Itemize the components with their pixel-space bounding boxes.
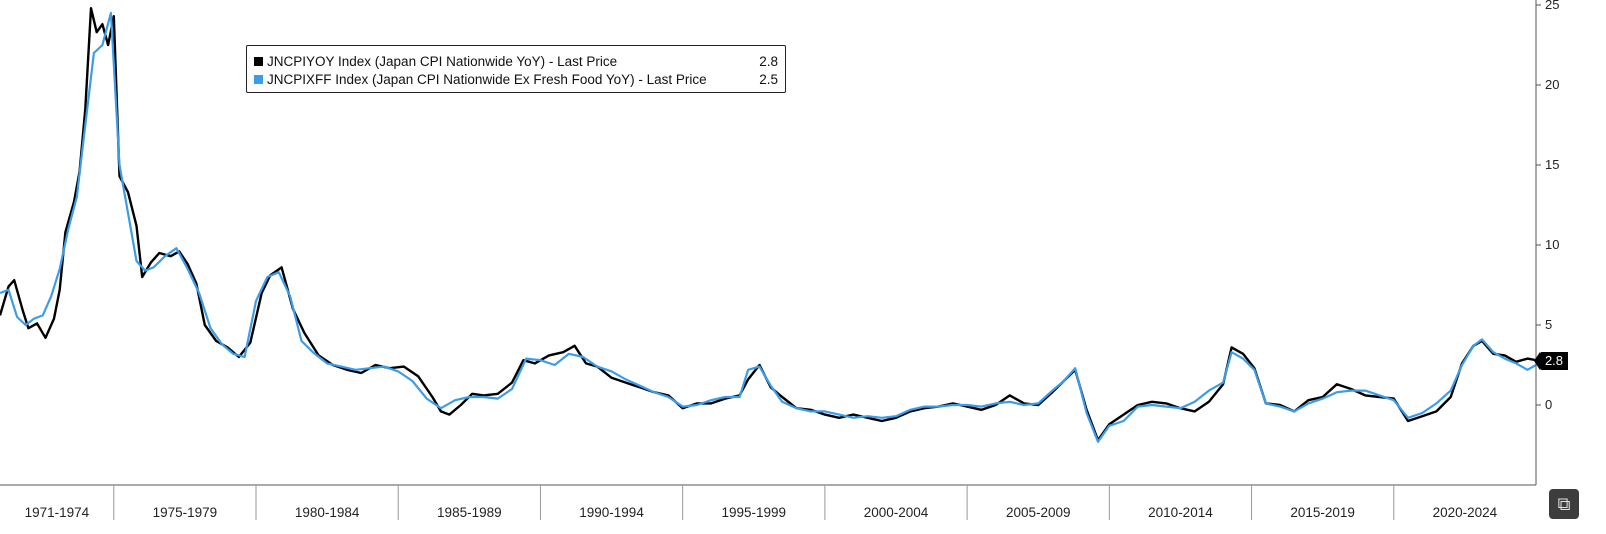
y-tick-label: 10	[1545, 237, 1559, 252]
y-tick-label: 0	[1545, 397, 1552, 412]
x-ticks: 1971-1974 1975-1979 1980-1984 1985-1989 1990…	[25, 485, 1498, 520]
series-line-core-cpi	[0, 11, 1537, 443]
x-tick-label: 2005-2009	[1006, 505, 1071, 520]
x-tick-label: 1995-1999	[721, 505, 786, 520]
y-tick-label: 25	[1545, 0, 1559, 12]
x-tick-label: 1985-1989	[437, 505, 502, 520]
legend-swatch-core-cpi	[254, 74, 263, 84]
legend-item-cpi: JNCPIYOY Index (Japan CPI Nationwide YoY…	[254, 52, 778, 70]
y-ticks: 0 5 10 15 20 25	[1536, 0, 1559, 412]
x-tick-label: 2015-2019	[1290, 505, 1355, 520]
legend-label: JNCPIXFF Index (Japan CPI Nationwide Ex …	[267, 71, 707, 87]
y-tick-label: 15	[1545, 157, 1559, 172]
x-tick-label: 1971-1974	[25, 505, 90, 520]
x-tick-label: 1990-1994	[579, 505, 644, 520]
legend-label: JNCPIYOY Index (Japan CPI Nationwide YoY…	[267, 53, 618, 69]
x-tick-label: 1975-1979	[153, 505, 218, 520]
series-layer	[0, 6, 1537, 443]
legend-swatch-cpi	[254, 56, 263, 66]
x-tick-label: 2000-2004	[864, 505, 929, 520]
legend-item-core-cpi: JNCPIXFF Index (Japan CPI Nationwide Ex …	[254, 70, 778, 88]
x-tick-label: 2010-2014	[1148, 505, 1213, 520]
export-icon[interactable]: ⧉	[1549, 489, 1579, 519]
x-tick-label: 2020-2024	[1433, 505, 1498, 520]
last-value-badge: 2.8	[1534, 352, 1568, 370]
y-tick-label: 20	[1545, 77, 1559, 92]
x-tick-label: 1980-1984	[295, 505, 360, 520]
legend-value: 2.5	[759, 71, 778, 87]
chart-legend: JNCPIYOY Index (Japan CPI Nationwide YoY…	[246, 45, 786, 93]
y-tick-label: 5	[1545, 317, 1552, 332]
legend-value: 2.8	[759, 53, 778, 69]
